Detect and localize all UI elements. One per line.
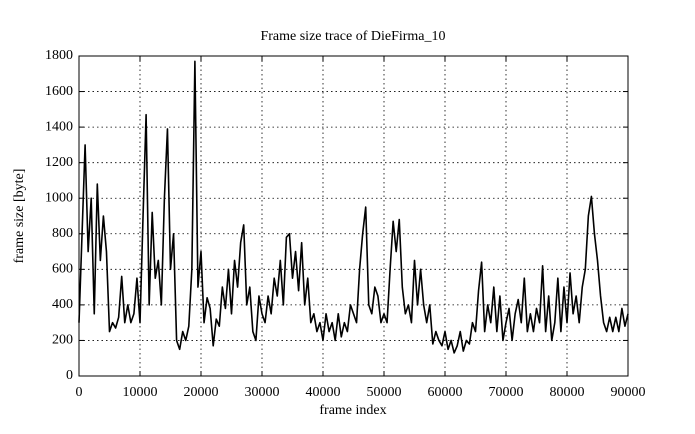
y-tick-label: 1000 (45, 190, 73, 205)
y-tick-label: 1400 (45, 119, 73, 134)
x-tick-label: 80000 (550, 385, 585, 400)
x-tick-label: 70000 (489, 385, 524, 400)
y-tick-label: 1600 (45, 84, 73, 99)
x-tick-label: 10000 (123, 385, 158, 400)
x-tick-label: 0 (76, 385, 83, 400)
data-line (78, 60, 629, 354)
plot-frame (78, 55, 629, 377)
y-tick-label: 600 (52, 262, 73, 277)
y-tick-label: 400 (52, 297, 73, 312)
y-tick-label: 200 (52, 333, 73, 348)
y-tick-label: 1200 (45, 155, 73, 170)
x-tick-label: 40000 (306, 385, 341, 400)
x-axis-label: frame index (319, 403, 386, 418)
x-tick-label: 50000 (367, 385, 402, 400)
x-tick-label: 90000 (611, 385, 646, 400)
x-tick-label: 60000 (428, 385, 463, 400)
y-axis-label: frame size [byte] (12, 169, 27, 264)
y-tick-label: 800 (52, 226, 73, 241)
x-tick-label: 30000 (245, 385, 280, 400)
x-tick-label: 20000 (184, 385, 219, 400)
y-tick-label: 1800 (45, 48, 73, 63)
y-tick-label: 0 (66, 368, 73, 383)
chart-title: Frame size trace of DieFirma_10 (260, 29, 445, 44)
